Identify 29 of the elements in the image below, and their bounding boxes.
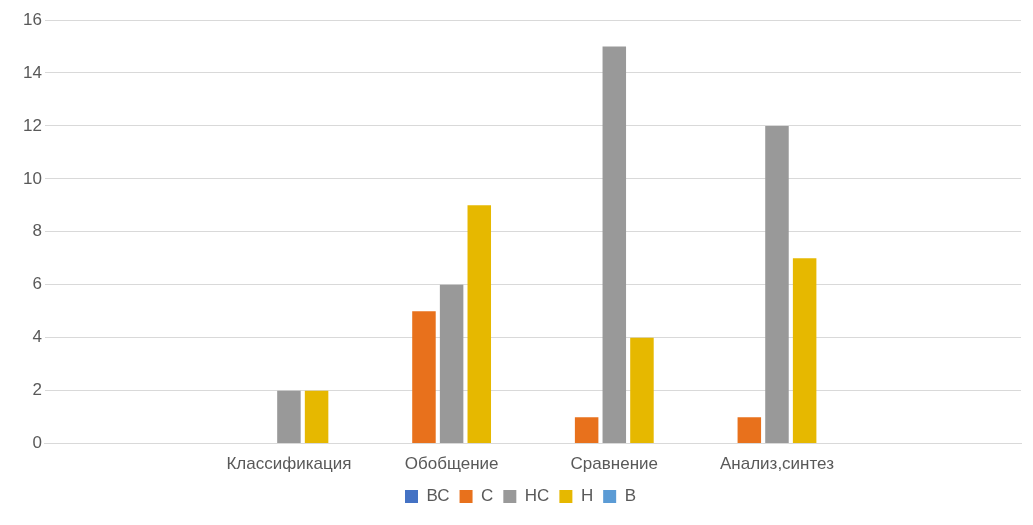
bar bbox=[630, 337, 654, 444]
bar bbox=[467, 205, 492, 444]
y-tick-label: 10 bbox=[22, 168, 42, 188]
legend-label: С bbox=[481, 486, 494, 506]
x-tick-label: Классификация bbox=[226, 454, 352, 474]
bar bbox=[765, 125, 789, 444]
y-tick-label: 14 bbox=[22, 62, 42, 82]
y-tick-label: 16 bbox=[22, 9, 42, 29]
legend-label: Н bbox=[580, 486, 594, 506]
x-tick-label: Обобщение bbox=[404, 454, 499, 474]
bar bbox=[412, 311, 436, 444]
bar bbox=[439, 284, 464, 444]
y-tick-label: 4 bbox=[32, 327, 42, 347]
legend-label: В bbox=[624, 486, 636, 506]
legend-label: ВС bbox=[426, 486, 450, 506]
legend-label: НС bbox=[524, 486, 550, 506]
bar bbox=[792, 258, 817, 444]
y-tick-label: 2 bbox=[32, 380, 42, 400]
bar bbox=[737, 417, 762, 444]
bar bbox=[574, 417, 599, 444]
y-tick-label: 12 bbox=[22, 115, 42, 135]
y-tick-label: 8 bbox=[32, 221, 42, 241]
y-tick-label: 0 bbox=[32, 433, 42, 453]
bar bbox=[304, 390, 329, 444]
y-tick-label: 6 bbox=[32, 274, 42, 294]
x-tick-label: Анализ,синтез bbox=[719, 454, 835, 474]
x-tick-label: Сравнение bbox=[570, 454, 658, 474]
bar bbox=[277, 390, 301, 444]
bar bbox=[602, 46, 627, 444]
